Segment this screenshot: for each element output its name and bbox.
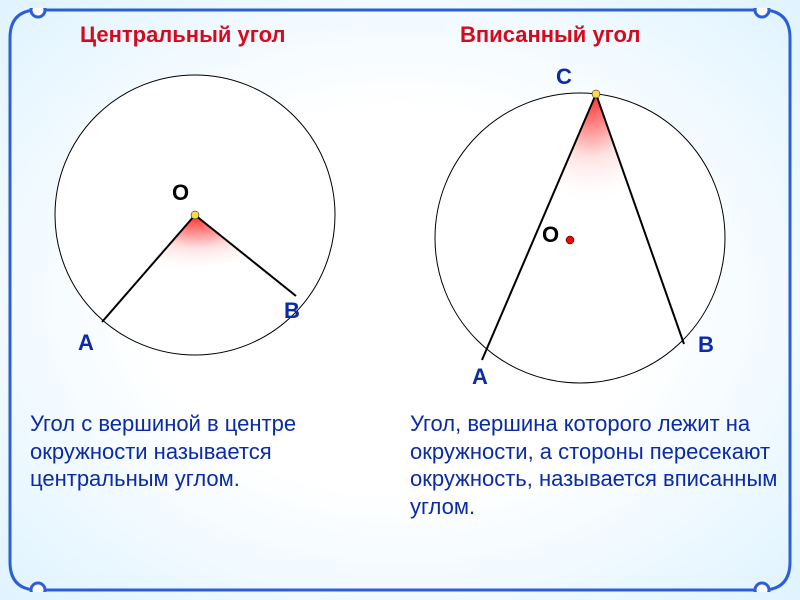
title-central-angle: Центральный угол xyxy=(80,22,286,48)
angle-fill-left xyxy=(144,215,251,274)
ray-O-A xyxy=(102,215,195,322)
ray-C-A xyxy=(482,94,596,360)
label-O-left: O xyxy=(172,180,189,206)
page-root: Центральный угол Вписанный угол xyxy=(0,0,800,600)
label-C-right: С xyxy=(556,64,572,90)
ray-C-B xyxy=(596,94,684,344)
label-A-left: А xyxy=(78,330,94,356)
angle-fill-right xyxy=(548,94,633,206)
label-B-right: В xyxy=(698,332,714,358)
ray-O-B xyxy=(195,215,296,296)
title-inscribed-angle: Вписанный угол xyxy=(460,22,640,48)
point-C-right xyxy=(592,90,600,98)
point-O-right xyxy=(566,236,574,244)
label-B-left: В xyxy=(284,298,300,324)
definition-central-angle: Угол с вершиной в центре окружности назы… xyxy=(30,410,390,493)
label-O-right: О xyxy=(542,222,559,248)
definition-inscribed-angle: Угол, вершина которого лежит на окружнос… xyxy=(410,410,790,520)
circle-right xyxy=(435,93,725,383)
label-A-right: А xyxy=(472,364,488,390)
point-O-left xyxy=(191,211,199,219)
